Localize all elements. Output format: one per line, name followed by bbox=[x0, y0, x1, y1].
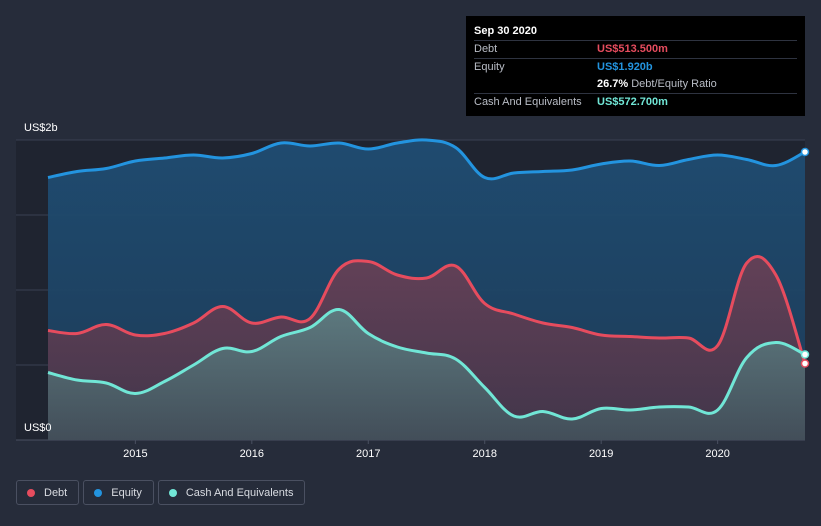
legend-item-cash[interactable]: Cash And Equivalents bbox=[157, 480, 306, 505]
x-axis-ticks: 2015 2016 2017 2018 2019 2020 bbox=[123, 440, 730, 460]
legend: Debt Equity Cash And Equivalents bbox=[16, 480, 309, 507]
tooltip-ratio-value: 26.7% bbox=[597, 78, 629, 90]
y-axis-top-label: US$2b bbox=[24, 122, 58, 134]
legend-item-equity[interactable]: Equity bbox=[83, 480, 154, 505]
cash-area bbox=[48, 309, 805, 440]
x-tick-label: 2016 bbox=[240, 448, 264, 460]
x-tick-label: 2020 bbox=[705, 448, 729, 460]
equity-end-marker bbox=[800, 147, 810, 157]
x-tick-label: 2018 bbox=[472, 448, 496, 460]
tooltip-cash-row: Cash And Equivalents US$572.700m bbox=[474, 93, 797, 111]
end-markers bbox=[800, 147, 810, 368]
data-tooltip: Sep 30 2020 Debt US$513.500m Equity US$1… bbox=[466, 16, 805, 116]
cash-end-marker bbox=[800, 350, 810, 359]
tooltip-ratio-label: Debt/Equity Ratio bbox=[631, 78, 717, 90]
equity-dot-icon bbox=[94, 488, 103, 497]
series-lines bbox=[47, 138, 807, 421]
legend-cash-label: Cash And Equivalents bbox=[185, 486, 294, 499]
equity-line bbox=[47, 138, 806, 181]
tooltip-debt-row: Debt US$513.500m bbox=[474, 40, 797, 58]
legend-debt-label: Debt bbox=[44, 486, 68, 499]
y-axis-bottom-label: US$0 bbox=[24, 422, 52, 434]
tooltip-equity-value: US$1.920b bbox=[597, 61, 653, 73]
tooltip-ratio-row: 26.7% Debt/Equity Ratio bbox=[474, 76, 797, 93]
debt-end-marker bbox=[800, 359, 810, 368]
legend-item-debt[interactable]: Debt bbox=[16, 480, 80, 505]
cash-line bbox=[47, 308, 806, 421]
tooltip-equity-row: Equity US$1.920b bbox=[474, 58, 797, 76]
cash-dot-icon bbox=[168, 488, 177, 497]
tooltip-cash-label: Cash And Equivalents bbox=[474, 96, 582, 108]
tooltip-cash-value: US$572.700m bbox=[597, 96, 668, 108]
x-tick-label: 2019 bbox=[589, 448, 613, 460]
tooltip-debt-value: US$513.500m bbox=[597, 43, 668, 55]
x-tick-label: 2017 bbox=[356, 448, 380, 460]
series-areas bbox=[48, 139, 805, 440]
tooltip-equity-label: Equity bbox=[474, 61, 505, 73]
tooltip-debt-label: Debt bbox=[474, 43, 498, 55]
x-tick-label: 2015 bbox=[123, 448, 147, 460]
legend-equity-label: Equity bbox=[111, 486, 142, 499]
debt-line bbox=[47, 254, 807, 364]
tooltip-date: Sep 30 2020 bbox=[474, 25, 537, 37]
debt-dot-icon bbox=[27, 488, 35, 497]
